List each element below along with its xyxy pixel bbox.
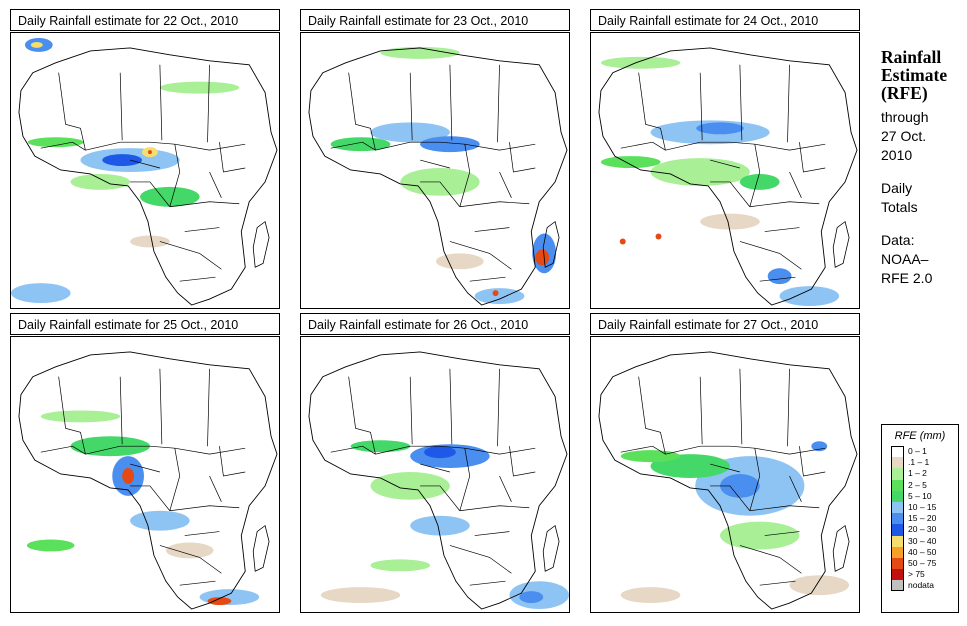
- sidebar-title-line: Rainfall: [881, 47, 942, 67]
- sidebar-through: through: [881, 109, 929, 125]
- rainfall-map: [10, 32, 280, 309]
- legend-row: > 75: [882, 569, 958, 581]
- sidebar-info: Rainfall Estimate (RFE) through 27 Oct. …: [881, 48, 967, 288]
- legend-label: .1 – 1: [908, 457, 930, 468]
- legend-label: 2 – 5: [908, 479, 927, 490]
- legend-row: 2 – 5: [882, 479, 958, 491]
- sidebar-totals: Totals: [881, 199, 918, 215]
- legend-swatch: [891, 580, 904, 592]
- legend-label: 5 – 10: [908, 490, 932, 501]
- legend-swatch: [891, 446, 904, 458]
- rainfall-map: [590, 32, 860, 309]
- panel-title: Daily Rainfall estimate for 23 Oct., 201…: [300, 9, 570, 31]
- panel-24oct: Daily Rainfall estimate for 24 Oct., 201…: [590, 9, 860, 309]
- legend-label: 1 – 2: [908, 468, 927, 479]
- legend-row: 50 – 75: [882, 557, 958, 570]
- legend-label: 40 – 50: [908, 546, 937, 557]
- legend-swatch: [891, 557, 904, 570]
- sidebar-data-label: Data:: [881, 232, 915, 248]
- rainfall-map: [10, 336, 280, 613]
- legend-swatch: [891, 468, 904, 480]
- panel-25oct: Daily Rainfall estimate for 25 Oct., 201…: [10, 313, 280, 613]
- legend-label: > 75: [908, 569, 925, 580]
- legend-swatch: [891, 490, 904, 502]
- legend-row: 1 – 2: [882, 468, 958, 480]
- legend-swatch: [891, 569, 904, 581]
- legend-title: RFE (mm): [894, 430, 946, 442]
- legend-label: 30 – 40: [908, 535, 937, 546]
- panel-27oct: Daily Rainfall estimate for 27 Oct., 201…: [590, 313, 860, 613]
- panel-23oct: Daily Rainfall estimate for 23 Oct., 201…: [300, 9, 570, 309]
- legend-swatch: [891, 524, 904, 536]
- legend-label: 50 – 75: [908, 557, 937, 568]
- sidebar-source1: NOAA–: [881, 251, 929, 267]
- panel-title: Daily Rainfall estimate for 27 Oct., 201…: [590, 313, 860, 335]
- legend-label: 15 – 20: [908, 513, 937, 524]
- legend-swatch: [891, 457, 904, 469]
- sidebar-title-line: (RFE): [881, 83, 928, 103]
- legend-swatch: [891, 479, 904, 491]
- panel-26oct: Daily Rainfall estimate for 26 Oct., 201…: [300, 313, 570, 613]
- sidebar-daily: Daily: [881, 180, 913, 196]
- sidebar-date-line1: 27 Oct.: [881, 128, 927, 144]
- rainfall-map: [590, 336, 860, 613]
- legend-label: 20 – 30: [908, 524, 937, 535]
- legend-swatch: [891, 546, 904, 558]
- legend-row: 20 – 30: [882, 524, 958, 536]
- legend-label: nodata: [908, 580, 934, 591]
- legend-row: 30 – 40: [882, 535, 958, 547]
- legend-row: 10 – 15: [882, 501, 958, 514]
- legend-swatch: [891, 535, 904, 547]
- legend-row: 40 – 50: [882, 546, 958, 558]
- panel-title: Daily Rainfall estimate for 25 Oct., 201…: [10, 313, 280, 335]
- rainfall-map: [300, 336, 570, 613]
- rainfall-map: [300, 32, 570, 309]
- sidebar-title-line: Estimate: [881, 65, 948, 85]
- panel-title: Daily Rainfall estimate for 24 Oct., 201…: [590, 9, 860, 31]
- legend-row: 0 – 1: [882, 446, 958, 458]
- sidebar-source2: RFE 2.0: [881, 270, 933, 286]
- legend-label: 10 – 15: [908, 501, 937, 512]
- legend-label: 0 – 1: [908, 446, 927, 456]
- panel-title: Daily Rainfall estimate for 22 Oct., 201…: [10, 9, 280, 31]
- legend-row: 5 – 10: [882, 490, 958, 502]
- panel-title: Daily Rainfall estimate for 26 Oct., 201…: [300, 313, 570, 335]
- legend-row: 15 – 20: [882, 513, 958, 525]
- sidebar-date-line2: 2010: [881, 147, 913, 163]
- panel-22oct: Daily Rainfall estimate for 22 Oct., 201…: [10, 9, 280, 309]
- legend-row: nodata: [882, 580, 958, 592]
- legend-swatch: [891, 513, 904, 525]
- legend-swatch: [891, 501, 904, 514]
- legend-row: .1 – 1: [882, 457, 958, 469]
